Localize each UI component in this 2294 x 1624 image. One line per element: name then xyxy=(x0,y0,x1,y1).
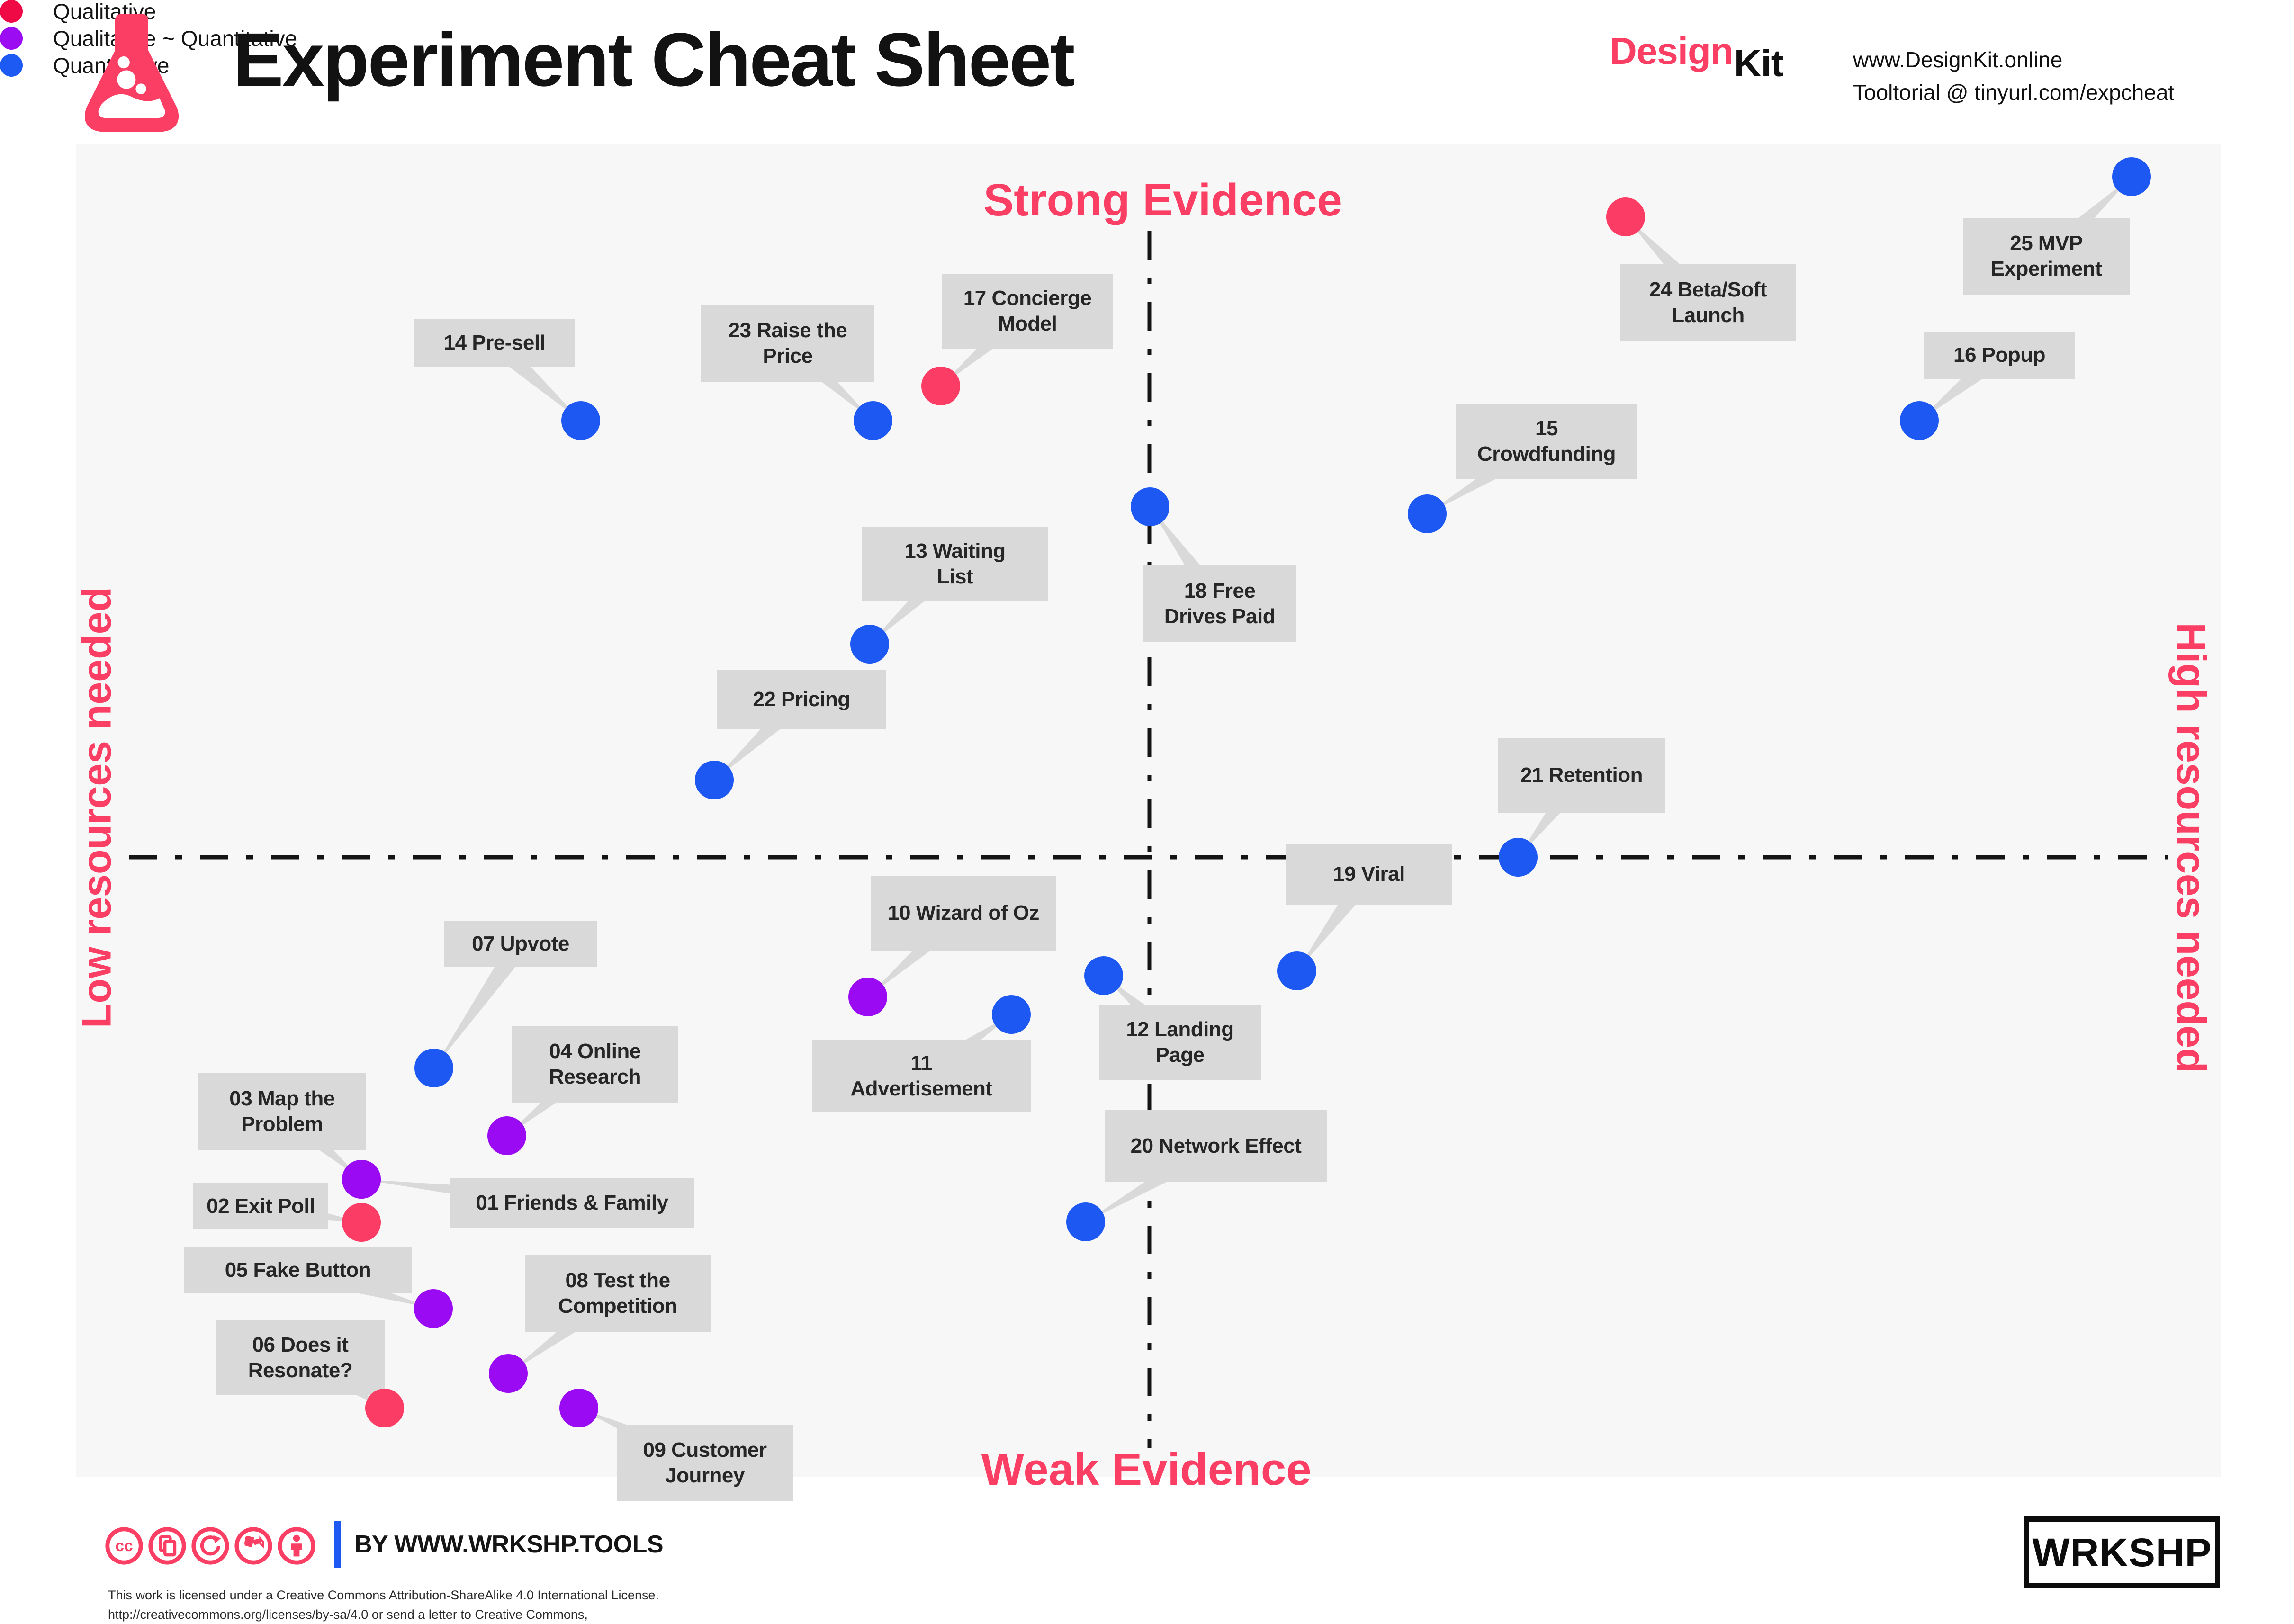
by-wrkshp-text: BY WWW.WRKSHP.TOOLS xyxy=(354,1521,663,1568)
experiment-label-06: 06 Does it Resonate? xyxy=(216,1320,385,1395)
data-point-08-dot xyxy=(489,1354,528,1393)
designkit-url: www.DesignKit.online xyxy=(1853,44,2174,76)
experiment-label-21: 21 Retention xyxy=(1498,738,1665,813)
legend-dot-qualitative xyxy=(0,0,23,23)
license-line-1: This work is licensed under a Creative C… xyxy=(108,1586,659,1605)
remix-icon xyxy=(234,1527,272,1565)
svg-text:cc: cc xyxy=(115,1537,133,1555)
separator-bar xyxy=(334,1521,341,1568)
experiment-label-23: 23 Raise the Price xyxy=(701,305,874,382)
legend-dot-quantitative xyxy=(0,54,23,77)
data-point-19-dot xyxy=(1277,951,1316,990)
data-point-07-dot xyxy=(414,1049,453,1087)
share-alike-icon xyxy=(191,1527,229,1565)
experiment-label-03: 03 Map the Problem xyxy=(198,1073,366,1150)
experiment-label-15: 15 Crowdfunding xyxy=(1456,404,1637,479)
data-point-13-dot xyxy=(850,625,889,664)
experiment-label-19: 19 Viral xyxy=(1286,844,1452,905)
designkit-logo-kit: Kit xyxy=(1734,42,1783,85)
axis-label-high-resources: High resources needed xyxy=(2168,622,2214,1073)
experiment-label-11: 11 Advertisement xyxy=(812,1040,1031,1112)
attribution-icon xyxy=(278,1527,315,1565)
data-point-18-dot xyxy=(1131,487,1169,526)
experiment-label-16: 16 Popup xyxy=(1924,332,2075,379)
experiment-label-01: 01 Friends & Family xyxy=(450,1178,694,1228)
axis-label-low-resources: Low resources needed xyxy=(74,587,121,1028)
experiment-label-09: 09 Customer Journey xyxy=(617,1425,793,1501)
data-point-22-dot xyxy=(695,761,734,799)
axis-label-strong-evidence: Strong Evidence xyxy=(983,174,1342,226)
data-point-12-dot xyxy=(1084,956,1123,995)
data-point-21-dot xyxy=(1499,838,1538,877)
data-point-11-dot xyxy=(992,995,1031,1034)
data-point-09-dot xyxy=(559,1389,598,1427)
experiment-label-24: 24 Beta/Soft Launch xyxy=(1620,264,1796,341)
experiment-label-12: 12 Landing Page xyxy=(1099,1005,1261,1080)
data-point-05-dot xyxy=(414,1289,453,1328)
wrkshp-logo-text: WRKSHP xyxy=(2032,1530,2212,1576)
flask-icon xyxy=(65,7,198,139)
data-point-25-dot xyxy=(2112,157,2151,196)
experiment-label-17: 17 Concierge Model xyxy=(942,274,1113,349)
experiment-label-04: 04 Online Research xyxy=(512,1026,678,1103)
data-point-23-dot xyxy=(854,401,892,440)
data-point-17-dot xyxy=(921,367,960,405)
experiment-label-05: 05 Fake Button xyxy=(184,1247,412,1293)
data-point-03-dot xyxy=(342,1160,381,1199)
experiment-label-18: 18 Free Drives Paid xyxy=(1143,565,1296,642)
designkit-logo-design: Design xyxy=(1610,29,1733,73)
license-text: This work is licensed under a Creative C… xyxy=(108,1586,659,1624)
data-point-10-dot xyxy=(848,978,887,1016)
experiment-label-13: 13 Waiting List xyxy=(862,527,1048,601)
experiment-label-02: 02 Exit Poll xyxy=(193,1183,328,1229)
copy-icon xyxy=(148,1527,186,1565)
wrkshp-logo: WRKSHP xyxy=(2024,1516,2220,1588)
brand-links: www.DesignKit.online Tooltorial @ tinyur… xyxy=(1853,44,2174,109)
experiment-label-10: 10 Wizard of Oz xyxy=(871,876,1056,951)
axis-label-weak-evidence: Weak Evidence xyxy=(981,1444,1311,1496)
data-point-24-dot xyxy=(1606,197,1645,236)
data-point-14-dot xyxy=(561,401,600,440)
license-line-2: http://creativecommons.org/licenses/by-s… xyxy=(108,1605,659,1624)
experiment-label-14: 14 Pre-sell xyxy=(414,319,575,367)
cc-icons-row: cc xyxy=(105,1527,315,1565)
data-point-02-dot xyxy=(342,1203,381,1242)
data-point-04-dot xyxy=(487,1116,526,1155)
legend-dot-qualitative-quantitative xyxy=(0,27,23,50)
data-point-15-dot xyxy=(1408,494,1447,533)
data-point-20-dot xyxy=(1066,1202,1105,1241)
experiment-label-07: 07 Upvote xyxy=(444,921,597,967)
page-title: Experiment Cheat Sheet xyxy=(233,16,1074,103)
designkit-logo: Design Kit xyxy=(1610,29,1783,85)
data-point-16-dot xyxy=(1900,401,1939,440)
experiment-label-25: 25 MVP Experiment xyxy=(1963,218,2130,295)
experiment-label-08: 08 Test the Competition xyxy=(525,1255,711,1332)
experiment-label-22: 22 Pricing xyxy=(717,670,886,729)
cc-icon: cc xyxy=(105,1527,143,1565)
data-point-06-dot xyxy=(365,1389,404,1427)
tooltorial-url: Tooltorial @ tinyurl.com/expcheat xyxy=(1853,76,2174,109)
experiment-label-20: 20 Network Effect xyxy=(1105,1110,1327,1182)
